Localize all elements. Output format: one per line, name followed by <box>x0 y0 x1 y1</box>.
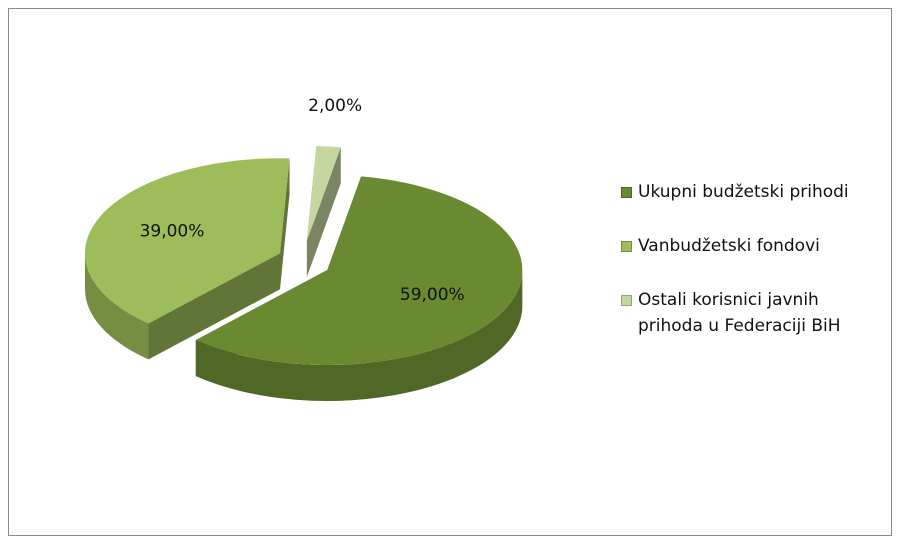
legend-item: Vanbudžetski fondovi <box>621 233 891 259</box>
data-label: 39,00% <box>140 221 205 241</box>
data-label: 59,00% <box>400 285 465 305</box>
slice-wall <box>306 147 341 277</box>
legend-swatch <box>621 295 632 306</box>
slice <box>195 176 523 365</box>
legend-label: Vanbudžetski fondovi <box>638 236 820 256</box>
slice <box>84 158 290 324</box>
slice-side <box>84 253 149 360</box>
slice-wall <box>279 158 290 290</box>
legend-item: Ukupni budžetski prihodi <box>621 179 891 205</box>
slice-tops <box>84 145 523 365</box>
slice-wall <box>148 253 280 360</box>
chart: 59,00% 39,00% 2,00% <box>84 96 523 401</box>
legend: Ukupni budžetski prihodi Vanbudžetski fon… <box>621 179 891 367</box>
legend-swatch <box>621 187 632 198</box>
slice-side <box>195 269 523 401</box>
legend-label: Ostali korisnici javnih prihoda u Federa… <box>638 290 841 336</box>
legend-swatch <box>621 241 632 252</box>
legend-label: Ukupni budžetski prihodi <box>638 182 849 202</box>
chart-frame: 59,00% 39,00% 2,00% Ukupni budžetski priho… <box>8 8 892 536</box>
data-label: 2,00% <box>308 96 362 116</box>
slice <box>306 145 341 241</box>
legend-item: Ostali korisnici javnih prihoda u Federa… <box>621 287 891 339</box>
